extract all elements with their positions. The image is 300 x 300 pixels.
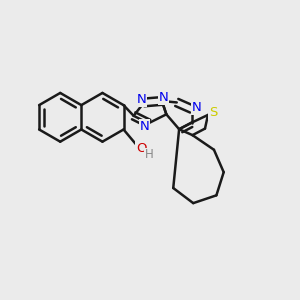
Text: N: N — [158, 91, 168, 104]
Text: O: O — [136, 142, 147, 155]
Text: N: N — [137, 93, 147, 106]
Text: S: S — [209, 106, 218, 119]
Text: N: N — [191, 101, 201, 114]
Text: H: H — [144, 147, 153, 160]
Text: O: O — [135, 142, 146, 156]
Text: H: H — [145, 148, 154, 161]
Text: N: N — [140, 120, 149, 133]
